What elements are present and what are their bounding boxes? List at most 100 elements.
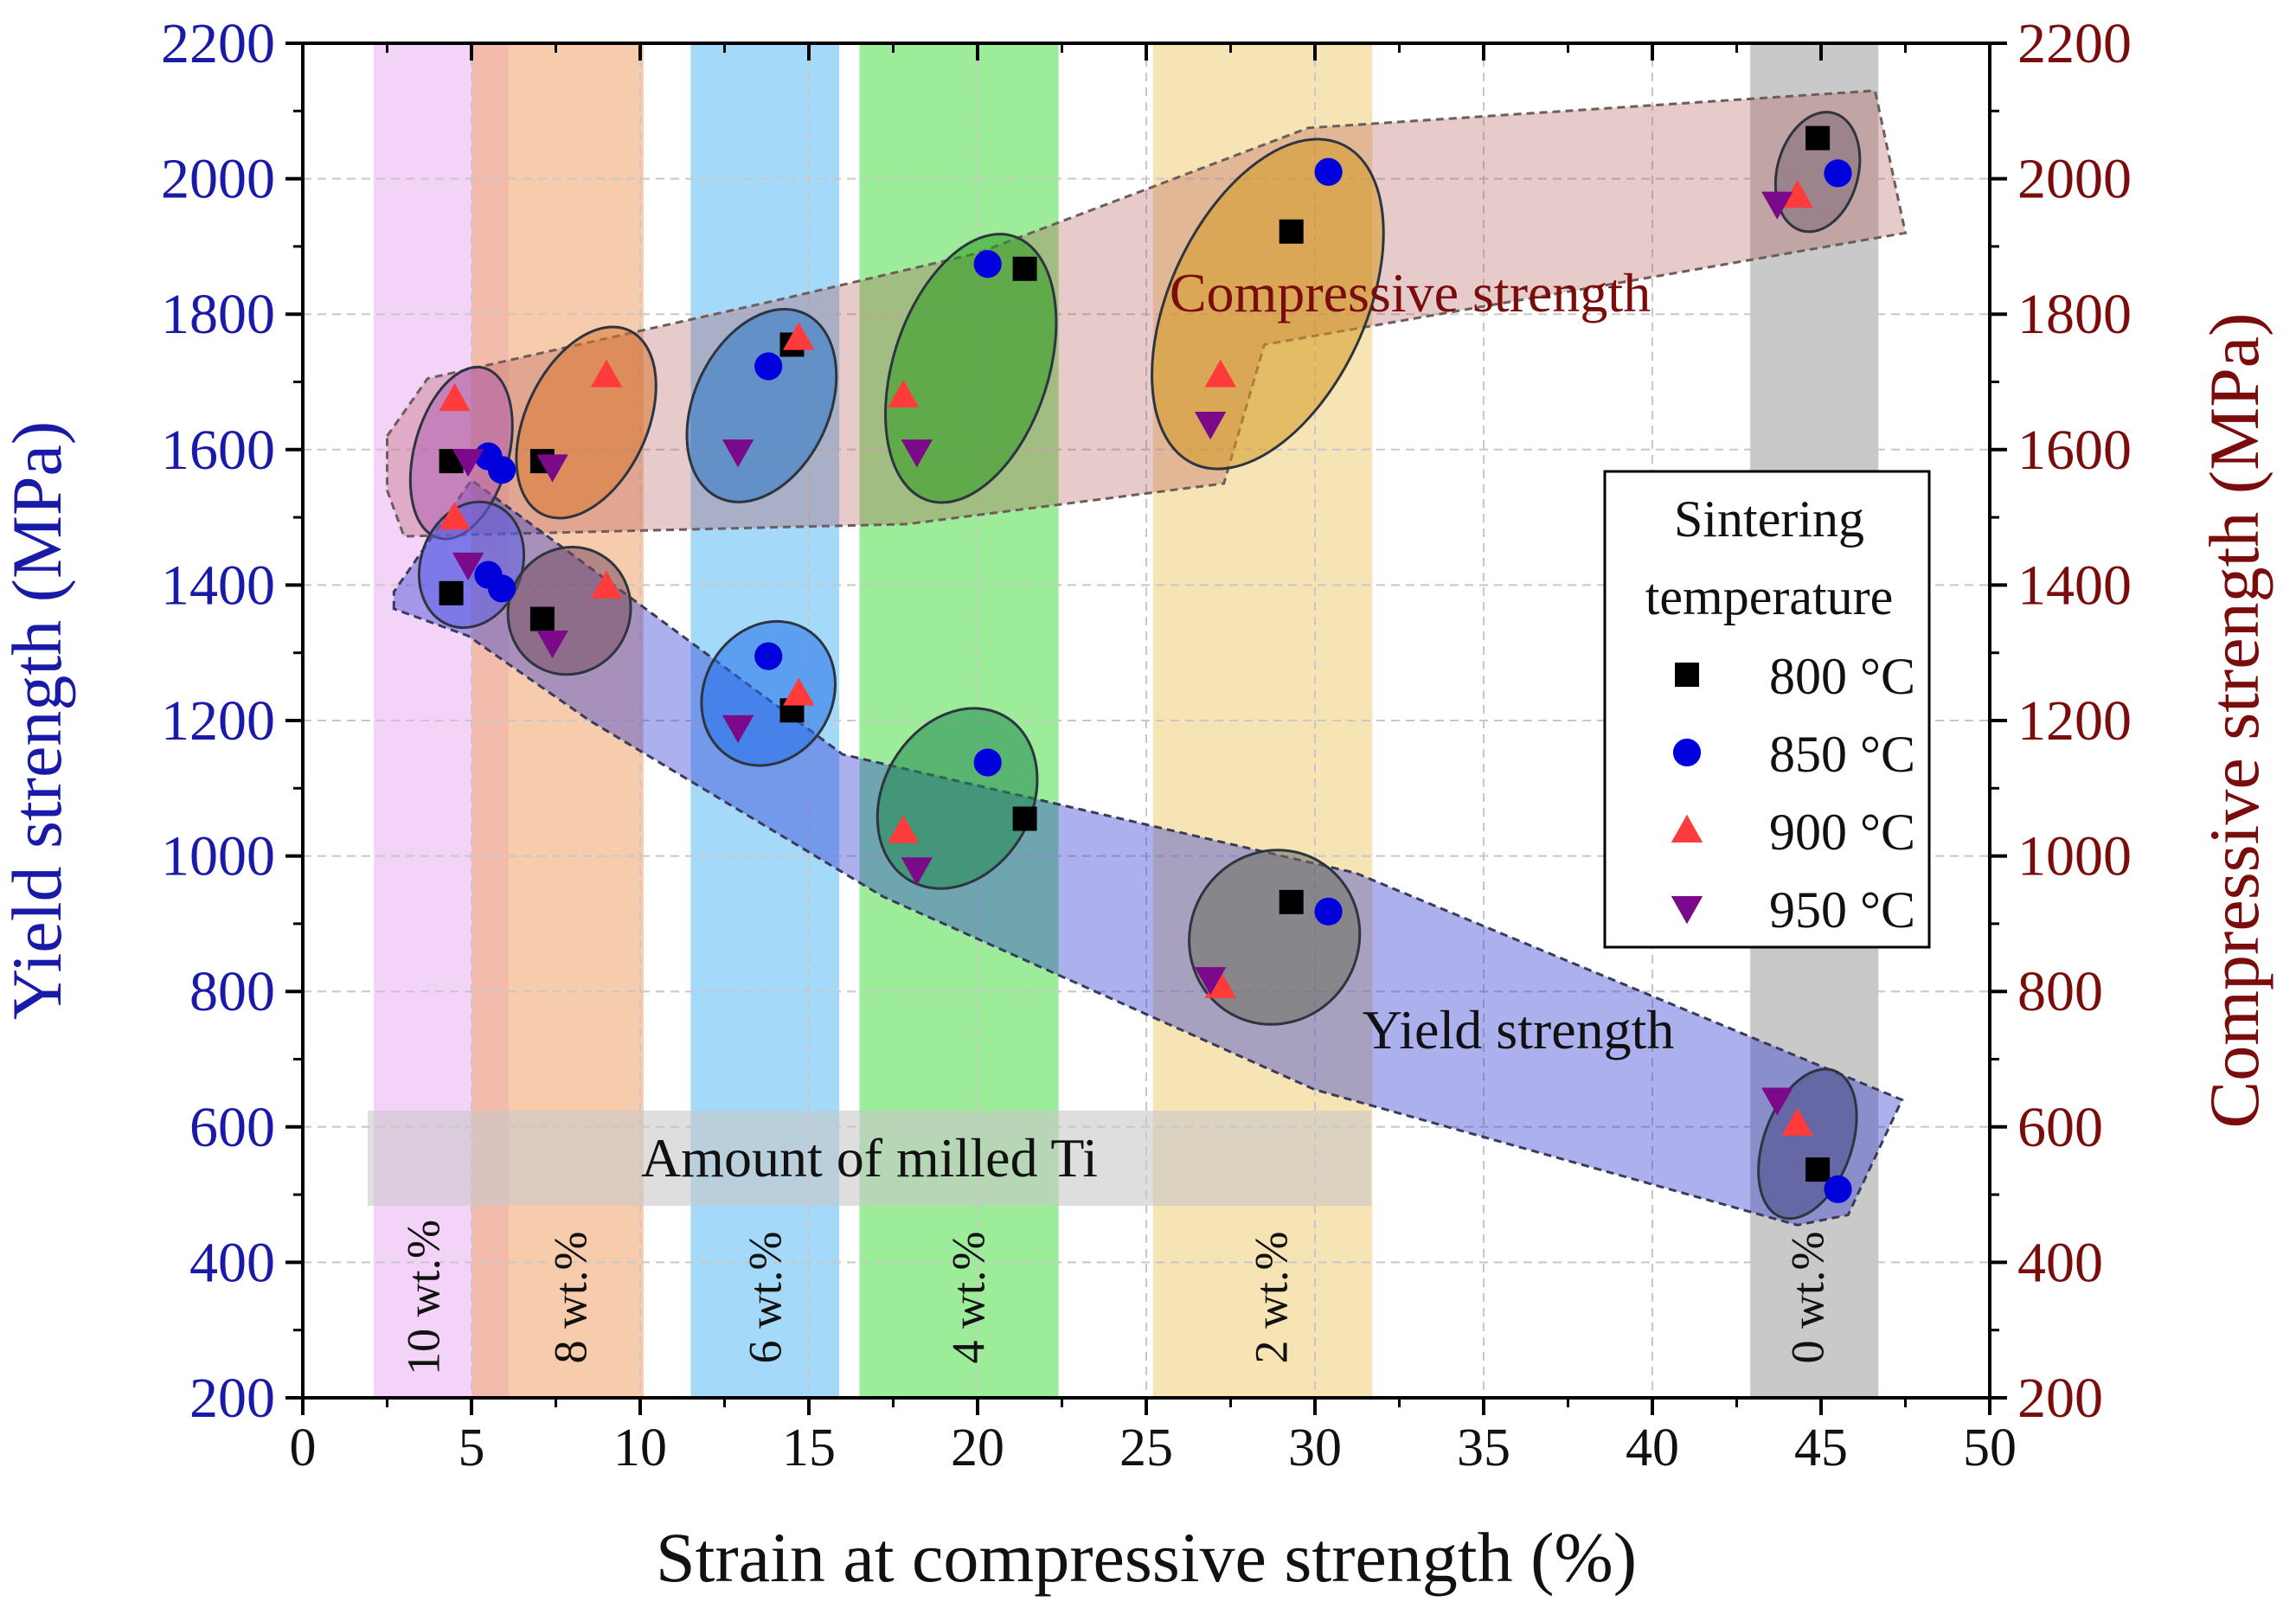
x-axis-title: Strain at compressive strength (%): [656, 1518, 1637, 1597]
legend-label-1: 850 °C: [1769, 726, 1915, 783]
point-0-3: [1012, 256, 1037, 281]
x-tick-label: 45: [1794, 1419, 1848, 1477]
y-tick-label-right: 1800: [2017, 283, 2132, 346]
point-1-7: [488, 574, 516, 603]
point-2-6: [439, 501, 471, 530]
y-tick-label-left: 400: [189, 1231, 275, 1294]
legend-marker-1: [1672, 738, 1702, 767]
point-2-3: [888, 379, 920, 408]
y-tick-label-left: 1200: [161, 689, 275, 753]
milled-label-box: [368, 1111, 1371, 1206]
compressive-strength-label: Compressive strength: [1170, 262, 1651, 324]
point-3-2: [722, 439, 754, 468]
band-label-1: 8 wt.%: [544, 1232, 596, 1364]
point-3-10: [1194, 967, 1227, 996]
group-ellipse-3: [884, 233, 1058, 504]
y-tick-label-left: 800: [189, 960, 275, 1023]
point-1-1: [488, 456, 516, 484]
band-label-4: 2 wt.%: [1245, 1232, 1297, 1364]
y-tick-label-right: 1400: [2017, 554, 2132, 617]
band-label-3: 4 wt.%: [942, 1232, 994, 1364]
legend-title-line1: Sintering: [1674, 490, 1864, 548]
legend-marker-2: [1671, 814, 1703, 842]
point-1-2: [754, 352, 783, 381]
x-tick-label: 5: [459, 1419, 485, 1477]
y-tick-label-right: 600: [2017, 1096, 2103, 1159]
point-2-7: [590, 570, 623, 599]
point-0-7: [529, 606, 555, 631]
point-1-9: [973, 748, 1002, 777]
y-tick-label-left: 1000: [161, 825, 275, 888]
legend-label-3: 950 °C: [1769, 881, 1915, 939]
y-tick-label-right: 400: [2017, 1231, 2103, 1294]
group-ellipse-2: [685, 307, 838, 503]
y-tick-label-right: 2200: [2017, 12, 2132, 75]
x-tick-label: 40: [1626, 1419, 1679, 1477]
y-tick-label-right: 800: [2017, 960, 2103, 1023]
point-0-10: [1279, 889, 1304, 914]
point-3-11: [1761, 1087, 1793, 1116]
yield-strength-label: Yield strength: [1363, 999, 1675, 1060]
yield-strength-region: [392, 477, 1904, 1227]
point-3-3: [901, 439, 933, 468]
y-tick-label-left: 2000: [161, 148, 275, 211]
point-2-1: [590, 359, 623, 388]
point-1-8: [754, 642, 783, 670]
point-1-4: [1314, 157, 1343, 186]
legend-box: [1603, 470, 1931, 949]
group-ellipse-10: [1188, 849, 1362, 1026]
y-axis-title-left: Yield strength (MPa): [0, 421, 76, 1020]
x-tick-label: 30: [1288, 1419, 1342, 1477]
y-tick-label-left: 1800: [161, 283, 275, 346]
point-3-6: [452, 552, 484, 581]
point-0-4: [1279, 219, 1304, 244]
point-2-9: [888, 815, 920, 843]
point-0-5: [1805, 125, 1831, 151]
point-3-7: [536, 630, 568, 659]
point-2-8: [783, 677, 815, 706]
point-2-5: [1781, 179, 1813, 208]
x-tick-label: 50: [1963, 1419, 2017, 1477]
y-axis-title-right: Compressive strength (MPa): [2195, 313, 2274, 1129]
point-1-11: [1824, 1175, 1852, 1203]
x-tick-label: 35: [1457, 1419, 1510, 1477]
legend-marker-3: [1671, 896, 1703, 925]
y-tick-label-right: 200: [2017, 1367, 2103, 1430]
point-2-0: [439, 382, 471, 412]
x-tick-label: 10: [613, 1419, 667, 1477]
x-tick-label: 15: [782, 1419, 836, 1477]
band-label-5: 0 wt.%: [1781, 1232, 1833, 1364]
point-1-10: [1314, 897, 1343, 926]
y-tick-label-left: 200: [189, 1367, 275, 1430]
point-0-11: [1805, 1157, 1831, 1182]
point-2-10: [1204, 970, 1236, 998]
point-0-9: [1012, 806, 1037, 831]
y-tick-label-right: 1600: [2017, 419, 2132, 482]
legend-title-line2: temperature: [1645, 568, 1894, 625]
x-tick-label: 20: [951, 1419, 1004, 1477]
y-tick-label-left: 1400: [161, 554, 275, 617]
legend-marker-0: [1675, 663, 1699, 687]
point-0-6: [439, 580, 464, 605]
legend-label-0: 800 °C: [1769, 648, 1915, 705]
point-2-2: [783, 322, 815, 350]
point-1-5: [1824, 159, 1852, 188]
y-tick-label-left: 600: [189, 1096, 275, 1159]
x-tick-label: 0: [290, 1419, 317, 1477]
y-tick-label-left: 2200: [161, 12, 275, 75]
point-1-3: [973, 250, 1002, 279]
point-2-4: [1204, 359, 1236, 388]
y-tick-label-right: 1200: [2017, 689, 2132, 753]
legend-label-2: 900 °C: [1769, 804, 1915, 861]
point-3-0: [452, 449, 484, 477]
point-3-4: [1194, 412, 1227, 440]
milled-label: Amount of milled Ti: [641, 1127, 1098, 1188]
band-label-0: 10 wt.%: [397, 1220, 449, 1375]
point-3-8: [722, 714, 754, 744]
x-tick-label: 25: [1119, 1419, 1173, 1477]
point-3-1: [536, 454, 568, 483]
point-2-11: [1781, 1107, 1813, 1136]
y-tick-label-left: 1600: [161, 419, 275, 482]
point-3-5: [1761, 191, 1793, 220]
